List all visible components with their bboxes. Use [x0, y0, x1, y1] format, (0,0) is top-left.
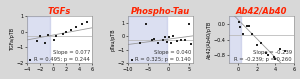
Point [54, 35, 59, 37]
Point [144, 23, 149, 25]
Point [138, 42, 142, 44]
Point [69, 29, 74, 31]
Point [278, 49, 282, 50]
Title: Phospho-Tau: Phospho-Tau [131, 7, 190, 16]
Point [60, 33, 65, 35]
Y-axis label: Ab42/Ab40/pTB: Ab42/Ab40/pTB [207, 20, 212, 59]
Point [28, 59, 33, 61]
Point [174, 40, 179, 41]
Point [282, 51, 287, 52]
Point [247, 25, 252, 26]
Point [238, 26, 242, 27]
Point [85, 21, 89, 23]
Y-axis label: pTau/pTB: pTau/pTB [111, 28, 116, 51]
Point [264, 53, 268, 54]
Point [162, 37, 167, 38]
Point [271, 57, 276, 58]
Point [45, 34, 50, 35]
Point [273, 59, 278, 60]
Point [156, 42, 161, 44]
Point [43, 42, 48, 43]
Title: Ab42/Ab40: Ab42/Ab40 [236, 7, 287, 16]
Text: Slope = 0.077
R = 0.495; p = 0.244: Slope = 0.077 R = 0.495; p = 0.244 [34, 50, 90, 62]
Point [38, 35, 42, 36]
Point [254, 45, 259, 46]
Point [245, 25, 250, 26]
Text: Slope = -0.239
R = -0.239; p = 0.260: Slope = -0.239 R = -0.239; p = 0.260 [234, 50, 292, 62]
Point [187, 23, 191, 25]
Point [170, 35, 175, 37]
Point [64, 31, 68, 32]
Point [74, 26, 78, 27]
Title: TGFs: TGFs [48, 7, 71, 16]
Y-axis label: TGFa/pTB: TGFa/pTB [10, 28, 15, 51]
Bar [128, 16, 166, 63]
Point [80, 24, 85, 25]
Point [160, 40, 165, 41]
Point [130, 60, 134, 61]
Point [34, 40, 39, 42]
Point [237, 21, 242, 22]
Point [52, 39, 57, 40]
Point [178, 40, 183, 41]
Point [189, 43, 194, 44]
Point [266, 55, 270, 56]
Text: Slope = 0.040
R = 0.325; p = 0.140: Slope = 0.040 R = 0.325; p = 0.140 [135, 50, 191, 62]
Point [250, 33, 254, 34]
Point [182, 40, 187, 41]
Bar [27, 16, 50, 63]
Point [152, 38, 157, 39]
Point [259, 43, 264, 44]
Point [240, 33, 245, 34]
Point [164, 41, 169, 42]
Bar [229, 16, 241, 63]
Point [150, 40, 155, 41]
Point [166, 37, 171, 38]
Point [168, 42, 173, 44]
